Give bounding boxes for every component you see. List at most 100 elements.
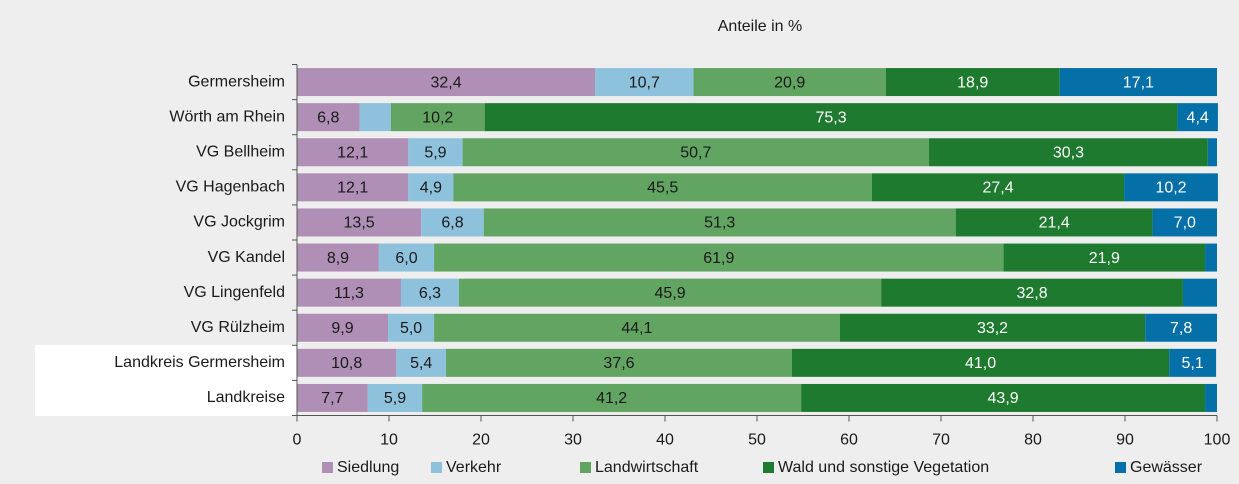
bar-segment bbox=[1169, 348, 1217, 377]
legend-swatch bbox=[431, 462, 442, 473]
x-tick-label: 50 bbox=[748, 432, 766, 449]
data-label: 75,3 bbox=[815, 109, 846, 126]
data-label: 44,1 bbox=[621, 320, 652, 337]
data-label: 9,9 bbox=[331, 320, 353, 337]
bar-segment bbox=[297, 313, 389, 342]
y-tick-label: VG Hagenbach bbox=[176, 179, 285, 196]
data-label: 41,0 bbox=[965, 355, 996, 372]
data-label: 21,9 bbox=[1089, 250, 1120, 267]
label-highlight bbox=[35, 345, 297, 416]
bar-segment bbox=[1205, 383, 1217, 412]
data-label: 43,9 bbox=[988, 390, 1019, 407]
bar-segment bbox=[1207, 138, 1217, 167]
y-tick-label: VG Rülzheim bbox=[191, 319, 285, 336]
chart-title: Anteile in % bbox=[718, 18, 803, 35]
x-tick-label: 0 bbox=[293, 432, 302, 449]
data-label: 4,9 bbox=[420, 180, 442, 197]
bar-segment bbox=[484, 103, 1178, 132]
bar-segment bbox=[297, 138, 409, 167]
bar-segment bbox=[446, 348, 792, 377]
bar-segment bbox=[1003, 243, 1206, 272]
bar-segment bbox=[929, 138, 1208, 167]
data-label: 45,9 bbox=[654, 285, 685, 302]
y-tick-label: VG Kandel bbox=[208, 249, 285, 266]
bar-segment bbox=[434, 243, 1004, 272]
bar-segment bbox=[297, 278, 401, 307]
x-tick-label: 60 bbox=[840, 432, 858, 449]
legend-label: Verkehr bbox=[446, 459, 502, 476]
bar-segment bbox=[400, 278, 459, 307]
data-label: 32,4 bbox=[430, 74, 461, 91]
bar-segment bbox=[408, 138, 463, 167]
y-tick-label: Germersheim bbox=[188, 73, 285, 90]
legend-label: Gewässer bbox=[1130, 459, 1203, 476]
bar-segment bbox=[434, 313, 840, 342]
y-tick-label: Landkreise bbox=[207, 389, 285, 406]
bar-segment bbox=[453, 173, 872, 202]
bar-segment bbox=[1205, 243, 1217, 272]
data-label: 12,1 bbox=[337, 144, 368, 161]
legend-swatch bbox=[1115, 462, 1126, 473]
legend-swatch bbox=[580, 462, 591, 473]
data-label: 10,8 bbox=[331, 355, 362, 372]
bar-segment bbox=[378, 243, 435, 272]
data-label: 5,9 bbox=[424, 144, 446, 161]
bar-segment bbox=[1152, 208, 1217, 237]
bar-segment bbox=[297, 68, 596, 97]
data-label: 4,4 bbox=[1187, 109, 1209, 126]
x-tick-label: 90 bbox=[1116, 432, 1134, 449]
bar-segment bbox=[390, 103, 485, 132]
bar-segment bbox=[1059, 68, 1217, 97]
data-label: 45,5 bbox=[647, 180, 678, 197]
y-tick-label: VG Bellheim bbox=[196, 143, 285, 160]
data-label: 5,9 bbox=[384, 390, 406, 407]
data-label: 21,4 bbox=[1039, 215, 1070, 232]
bar-segment bbox=[483, 208, 956, 237]
data-label: 12,1 bbox=[337, 180, 368, 197]
data-label: 51,3 bbox=[704, 215, 735, 232]
x-tick-label: 10 bbox=[380, 432, 398, 449]
legend-swatch bbox=[763, 462, 774, 473]
x-tick-label: 40 bbox=[656, 432, 674, 449]
bar-segment bbox=[595, 68, 694, 97]
data-label: 37,6 bbox=[603, 355, 634, 372]
data-label: 61,9 bbox=[703, 250, 734, 267]
bar-segment bbox=[367, 383, 423, 412]
bar-segment bbox=[955, 208, 1153, 237]
legend-label: Siedlung bbox=[337, 459, 399, 476]
bar-segment bbox=[1145, 313, 1217, 342]
x-tick-label: 80 bbox=[1024, 432, 1042, 449]
bar-segment bbox=[839, 313, 1146, 342]
bar-segment bbox=[297, 348, 397, 377]
data-label: 13,5 bbox=[344, 215, 375, 232]
bar-segment bbox=[297, 243, 379, 272]
data-label: 17,1 bbox=[1123, 74, 1154, 91]
bar-segment bbox=[885, 68, 1060, 97]
legend-swatch bbox=[322, 462, 333, 473]
data-label: 27,4 bbox=[982, 180, 1013, 197]
legend-label: Landwirtschaft bbox=[595, 459, 699, 476]
y-tick-label: Landkreis Germersheim bbox=[114, 354, 285, 371]
bar-segment bbox=[359, 103, 391, 132]
data-label: 6,0 bbox=[395, 250, 417, 267]
bar-segment bbox=[872, 173, 1125, 202]
data-label: 32,8 bbox=[1017, 285, 1048, 302]
data-label: 5,0 bbox=[400, 320, 422, 337]
x-tick-label: 20 bbox=[472, 432, 490, 449]
data-label: 5,4 bbox=[410, 355, 432, 372]
data-label: 41,2 bbox=[596, 390, 627, 407]
data-label: 10,2 bbox=[422, 109, 453, 126]
bar-segment bbox=[1124, 173, 1218, 202]
x-tick-label: 70 bbox=[932, 432, 950, 449]
y-tick-label: Wörth am Rhein bbox=[169, 108, 285, 125]
bar-segment bbox=[881, 278, 1183, 307]
bar-segment bbox=[693, 68, 886, 97]
bar-segment bbox=[422, 383, 802, 412]
data-label: 7,8 bbox=[1170, 320, 1192, 337]
y-tick-label: VG Jockgrim bbox=[193, 214, 285, 231]
data-label: 33,2 bbox=[977, 320, 1008, 337]
bar-segment bbox=[388, 313, 435, 342]
y-tick-label: VG Lingenfeld bbox=[184, 284, 285, 301]
x-tick-label: 30 bbox=[564, 432, 582, 449]
